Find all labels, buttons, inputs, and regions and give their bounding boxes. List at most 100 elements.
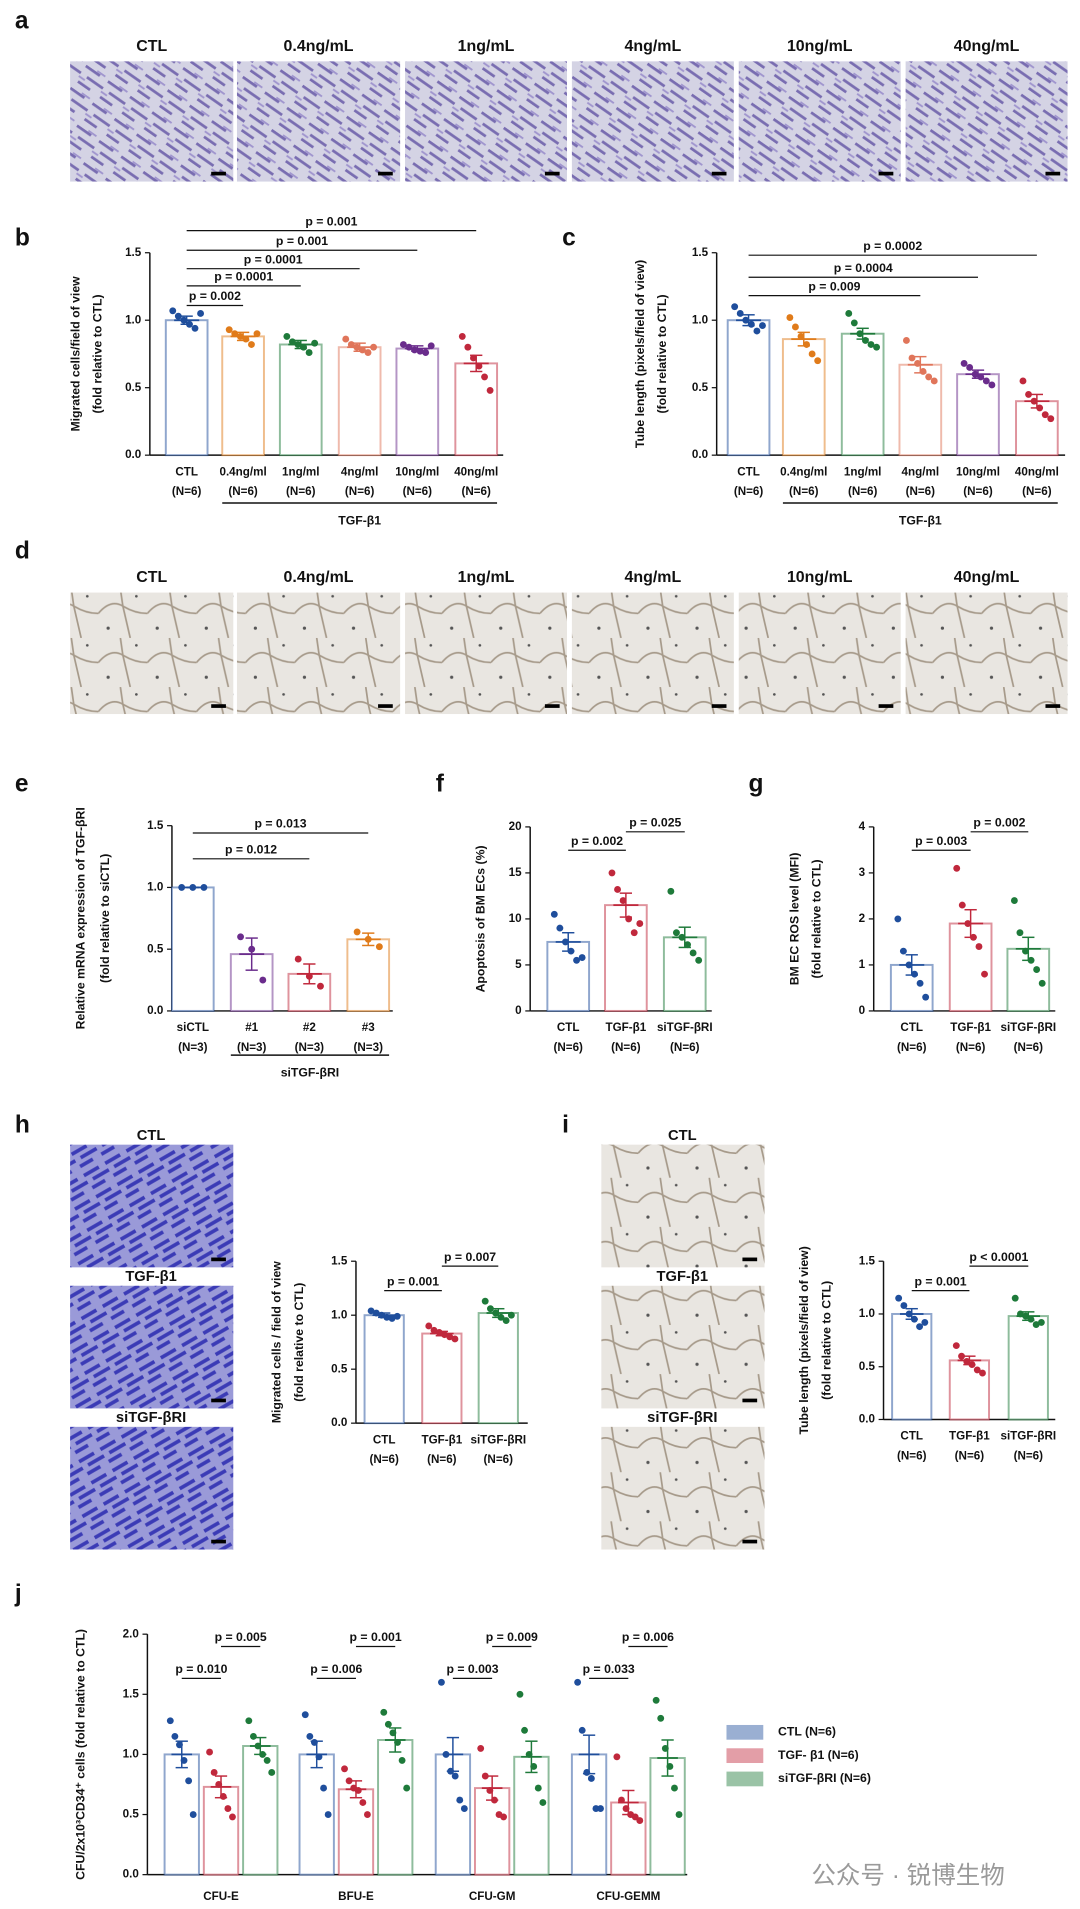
scale-bar [742,1398,758,1403]
data-point [905,1310,913,1318]
bar [170,886,215,1012]
data-point [394,1738,401,1746]
data-point [808,350,816,358]
data-point [364,349,372,357]
data-point [245,1717,253,1725]
x-tick-label: CFU-GEMM [596,1890,660,1903]
data-point [613,1753,621,1761]
data-point [753,327,761,335]
y-tick-label: 4 [859,820,866,833]
data-point [960,359,968,367]
data-point [786,314,794,321]
bar [454,362,499,457]
p-value: p = 0.007 [444,1250,496,1264]
data-point [895,1294,903,1302]
micrograph [905,592,1068,715]
data-point [405,343,413,351]
x-tick-label: TGF-β1 [950,1021,991,1034]
scale-bar [211,171,226,176]
data-point [174,312,182,320]
group-label: siTGF-βRI [281,1066,340,1080]
image-label: 1ng/mL [458,38,515,55]
data-point [911,970,918,978]
scale-bar [378,171,393,176]
data-point [873,343,881,351]
data-point [393,1312,401,1320]
data-point [905,961,913,969]
data-point [166,1717,174,1725]
p-value: p = 0.0004 [834,261,893,275]
data-point [398,1756,406,1764]
data-point [306,1732,314,1740]
y-axis-label: (fold relative to CTL) [655,294,669,413]
data-point [403,1784,411,1792]
x-tick-note: (N=6) [228,485,258,498]
bar [546,940,591,1012]
group-label: TGF-β1 [899,514,942,528]
y-tick-label: 0.5 [859,1360,876,1373]
bar [346,938,391,1012]
data-point [358,346,366,354]
data-point [597,1805,604,1812]
legend-label: siTGF-βRI (N=6) [778,1771,871,1785]
data-point [189,883,197,891]
data-point [958,901,966,909]
y-axis-label: CFU/2x10³CD34⁺ cells (fold relative to C… [73,1629,87,1880]
data-point [1033,966,1041,973]
micrograph [738,592,901,715]
data-point [219,1793,227,1800]
data-point [215,1781,223,1788]
data-point [625,915,633,923]
data-point [324,1811,332,1818]
data-point [850,319,858,327]
data-point [953,864,961,872]
bar [337,346,382,457]
data-point [975,943,983,950]
y-tick-label: 1.0 [331,1308,347,1321]
y-axis-label: Tube length (pixels/field of view) [797,1246,811,1434]
panel-letter: h [15,1112,30,1139]
y-tick-label: 2.0 [123,1627,139,1640]
y-tick-label: 0.0 [125,448,141,461]
micrograph [70,61,234,182]
y-tick-label: 0.5 [147,942,164,955]
data-point [614,886,621,893]
x-tick-label: 1ng/ml [282,465,320,478]
y-tick-label: 0.0 [123,1868,139,1881]
data-point [311,339,319,347]
data-point [534,1784,542,1792]
data-point [921,1318,929,1326]
data-point [210,1769,218,1776]
data-point [189,1811,197,1818]
y-tick-label: 1.5 [859,1254,876,1267]
panel-letter: g [749,771,764,798]
data-point [578,954,586,962]
scale-bar [211,704,226,708]
data-point [469,354,477,362]
x-tick-label: siTGF-βRI [1000,1021,1056,1034]
data-point [1027,1315,1035,1323]
micrograph [571,592,734,715]
y-axis-label: BM EC ROS level (MFI) [787,853,801,986]
p-value: p = 0.009 [808,279,860,293]
data-point [916,979,924,987]
x-tick-label: CTL [900,1021,923,1034]
y-tick-label: 5 [515,958,522,971]
data-point [1037,1318,1045,1326]
data-point [384,1720,392,1728]
x-tick-note: (N=6) [345,485,375,498]
data-point [667,887,675,895]
x-tick-label: #2 [303,1021,316,1034]
data-point [315,1753,323,1761]
image-label: 0.4ng/mL [284,569,354,586]
bar [421,1332,463,1425]
data-point [305,349,313,357]
data-point [416,347,424,355]
data-point [608,869,616,877]
scale-bar [878,704,894,708]
data-point [310,1738,318,1746]
bar [434,1753,472,1876]
x-tick-label: 4ng/ml [341,465,379,478]
data-point [630,929,638,937]
